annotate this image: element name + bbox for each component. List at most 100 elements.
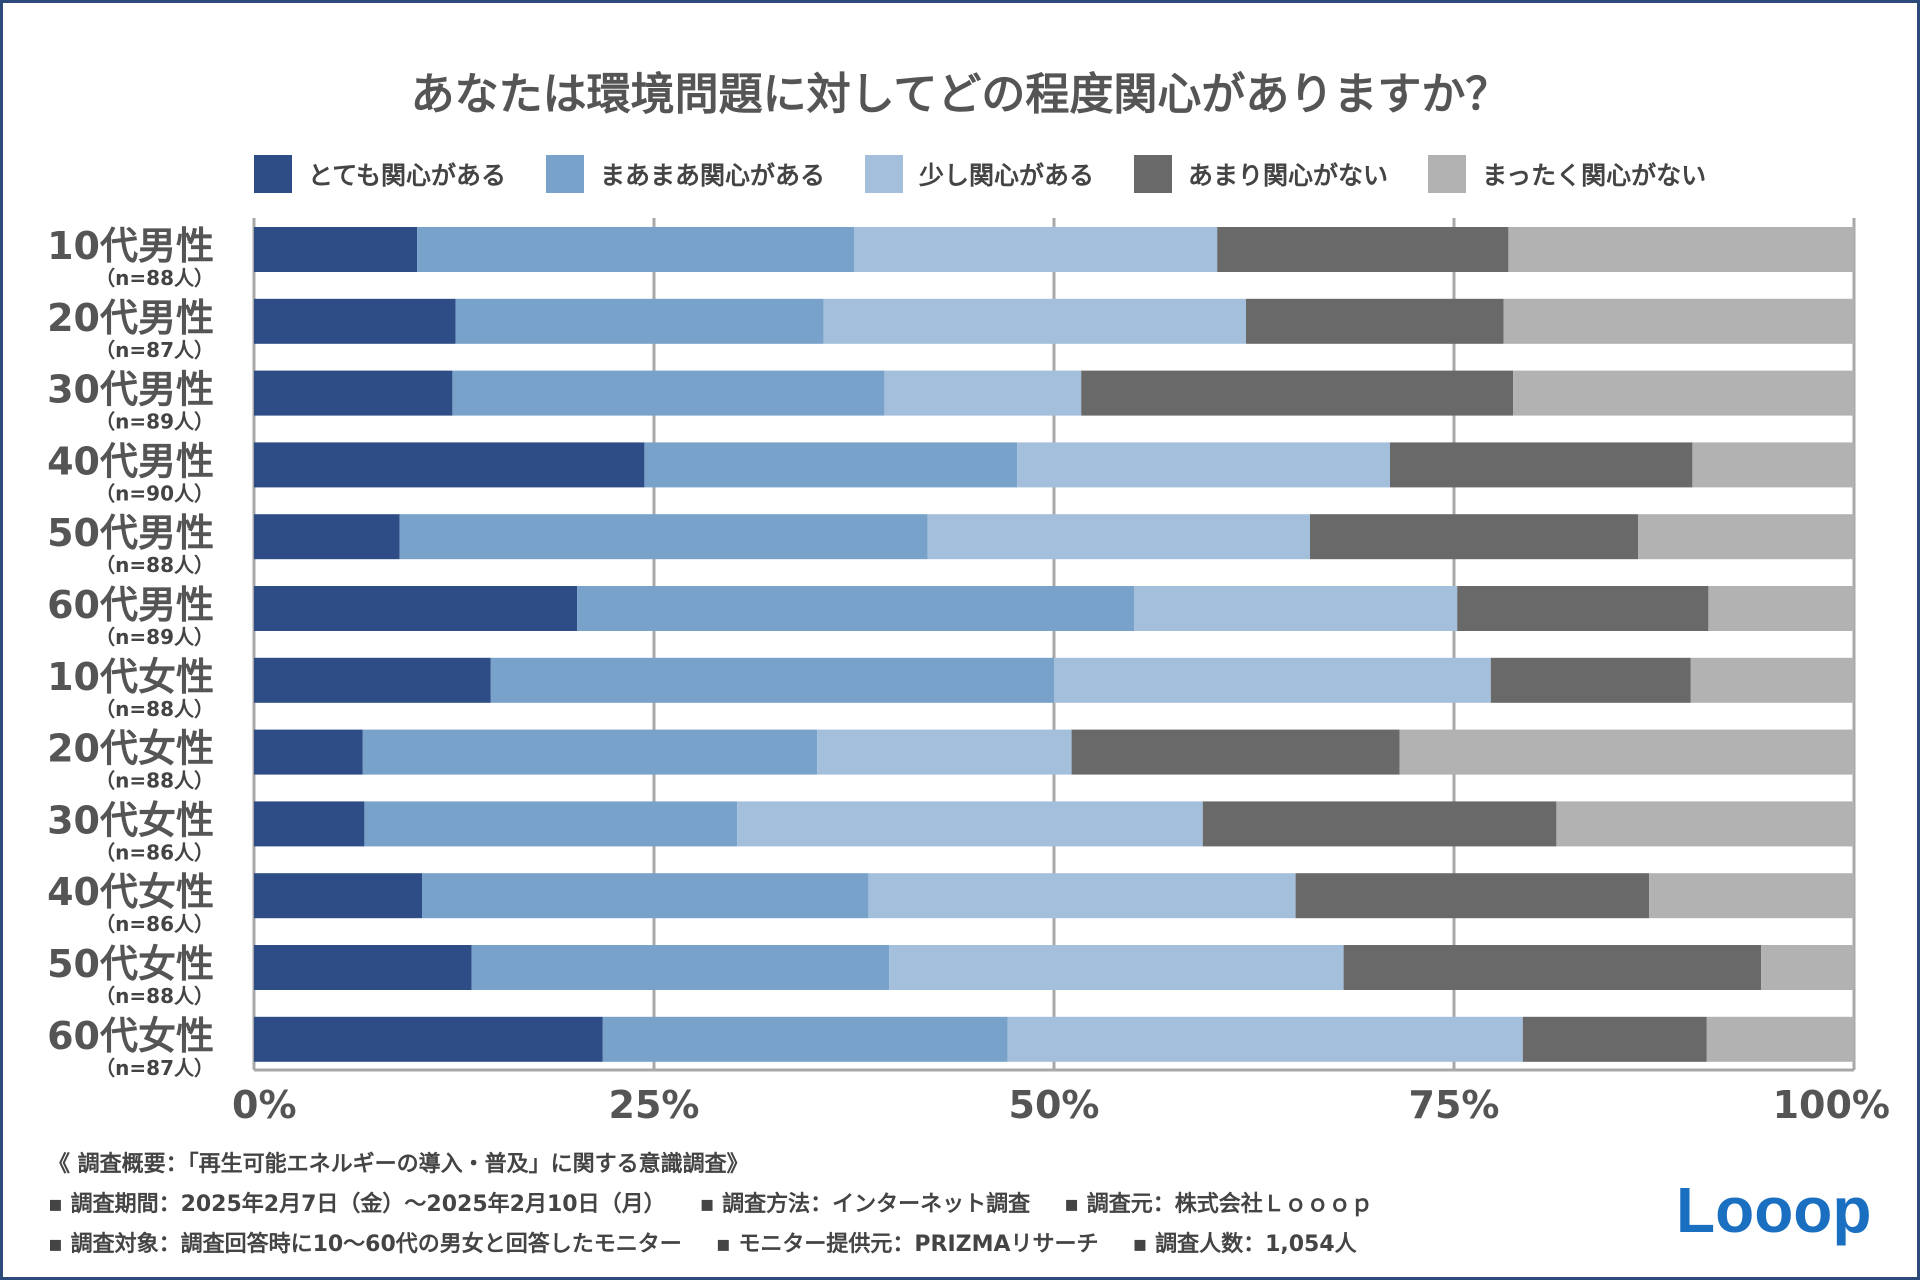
note-method: ▪ 調査方法：インターネット調査 <box>699 1192 1031 1217</box>
note-period: ▪ 調査期間：2025年2月7日（金）～2025年2月10日（月） <box>48 1192 666 1217</box>
category-sample-size: （n=87人） <box>95 1056 214 1080</box>
bar-segment <box>254 227 418 272</box>
legend-item: まあまあ関心がある <box>546 155 825 193</box>
bar-segment <box>1071 729 1400 775</box>
bar-segment <box>254 370 453 416</box>
bar-segment <box>1522 1016 1707 1062</box>
bar-segment <box>1399 729 1854 775</box>
bar-segment <box>854 227 1218 272</box>
category-sample-size: （n=89人） <box>95 625 214 649</box>
bar-segment <box>399 514 928 560</box>
category-label: 10代女性 <box>47 655 214 699</box>
bar-segment <box>1310 514 1638 560</box>
category-label: 60代女性 <box>47 1014 214 1058</box>
survey-notes: 《 調査概要：「再生可能エネルギーの導入・普及」に関する意識調査》 ▪ 調査期間… <box>48 1145 1548 1265</box>
bar-segment <box>1692 442 1854 488</box>
bar-segment <box>1690 657 1854 703</box>
bar-segment <box>577 586 1134 631</box>
bar-segment <box>1708 586 1854 631</box>
looop-logo: Looop <box>1676 1176 1871 1246</box>
bar-segment <box>422 873 869 919</box>
legend: とても関心がある まあまあ関心がある 少し関心がある あまり関心がない まったく… <box>254 154 1746 194</box>
legend-label: あまり関心がない <box>1188 161 1389 190</box>
notes-heading: 《 調査概要：「再生可能エネルギーの導入・普及」に関する意識調査》 <box>48 1152 749 1177</box>
bar-segment <box>1217 227 1509 272</box>
bar-segment <box>823 298 1246 344</box>
x-tick-label: 50% <box>1009 1083 1100 1127</box>
bar-segment <box>868 873 1296 919</box>
bar-segment <box>644 442 1018 488</box>
category-sample-size: （n=88人） <box>95 266 214 290</box>
note-source: ▪ 調査元：株式会社Ｌｏｏｏｐ <box>1064 1192 1373 1217</box>
bar-segment <box>362 729 818 775</box>
legend-label: まあまあ関心がある <box>600 161 826 190</box>
x-tick-label: 75% <box>1409 1083 1500 1127</box>
x-tick-label: 100% <box>1773 1083 1890 1127</box>
category-sample-size: （n=88人） <box>95 769 214 793</box>
bar-segment <box>1513 370 1854 416</box>
logo-text: Looop <box>1676 1176 1871 1246</box>
bar-segment <box>1503 298 1854 344</box>
category-sample-size: （n=88人） <box>95 553 214 577</box>
bar-segment <box>1202 801 1557 847</box>
category-sample-size: （n=86人） <box>95 840 214 864</box>
category-sample-size: （n=88人） <box>95 984 214 1008</box>
legend-label: とても関心がある <box>308 161 507 190</box>
bar-segment <box>254 586 578 631</box>
category-label: 50代女性 <box>47 942 214 986</box>
bar-segment <box>471 945 890 990</box>
bar-segment <box>1134 586 1458 631</box>
legend-label: まったく関心がない <box>1482 161 1707 190</box>
bar-segment <box>1649 873 1854 919</box>
category-label: 40代男性 <box>47 439 214 483</box>
bar-segment <box>1508 227 1854 272</box>
category-label: 60代男性 <box>47 583 214 627</box>
bar-segment <box>1490 657 1691 703</box>
notes-line-3: ▪ 調査対象：調査回答時に10～60代の男女と回答したモニター ▪ モニター提供元… <box>48 1225 1548 1265</box>
category-label: 30代男性 <box>47 368 214 412</box>
legend-item: とても関心がある <box>254 155 506 193</box>
legend-item: まったく関心がない <box>1428 155 1706 193</box>
bar-segment <box>254 657 491 703</box>
legend-item: 少し関心がある <box>865 155 1094 193</box>
bar-segment <box>737 801 1203 847</box>
notes-line-2: ▪ 調査期間：2025年2月7日（金）～2025年2月10日（月） ▪ 調査方法：… <box>48 1185 1548 1225</box>
legend-label: 少し関心がある <box>919 161 1095 190</box>
bar-segment <box>1295 873 1650 919</box>
bar-segment <box>417 227 854 272</box>
bar-segment <box>817 729 1072 775</box>
note-provider: ▪ モニター提供元：PRIZMAリサーチ <box>715 1232 1099 1257</box>
legend-swatch <box>1134 155 1173 193</box>
bar-segment <box>1706 1016 1854 1062</box>
bar-segment <box>254 945 472 990</box>
bar-segment <box>1017 442 1390 488</box>
bar-segment <box>254 801 365 847</box>
legend-item: あまり関心がない <box>1134 155 1388 193</box>
category-label: 20代男性 <box>47 296 214 340</box>
category-label: 20代女性 <box>47 727 214 771</box>
category-sample-size: （n=89人） <box>95 410 214 434</box>
bar-segment <box>254 514 400 560</box>
x-tick-label: 25% <box>609 1083 700 1127</box>
bar-segment <box>1457 586 1709 631</box>
bar-segment <box>254 729 363 775</box>
category-label: 40代女性 <box>47 870 214 914</box>
bar-segment <box>1054 657 1491 703</box>
category-sample-size: （n=86人） <box>95 912 214 936</box>
legend-swatch <box>865 155 904 193</box>
stacked-bar-chart: 10代男性（n=88人）20代男性（n=87人）30代男性（n=89人）40代男… <box>47 218 1890 1127</box>
bar-segment <box>452 370 885 416</box>
bar-segment <box>364 801 738 847</box>
bar-segment <box>254 442 645 488</box>
bar-segment <box>884 370 1082 416</box>
bar-segment <box>254 873 422 919</box>
category-sample-size: （n=87人） <box>95 338 214 362</box>
bar-segment <box>602 1016 1008 1062</box>
bar-segment <box>455 298 824 344</box>
note-target: ▪ 調査対象：調査回答時に10～60代の男女と回答したモニター <box>48 1232 682 1257</box>
bar-segment <box>490 657 1054 703</box>
bar-segment <box>254 1016 603 1062</box>
bar-segment <box>1556 801 1854 847</box>
category-label: 10代男性 <box>47 224 214 268</box>
